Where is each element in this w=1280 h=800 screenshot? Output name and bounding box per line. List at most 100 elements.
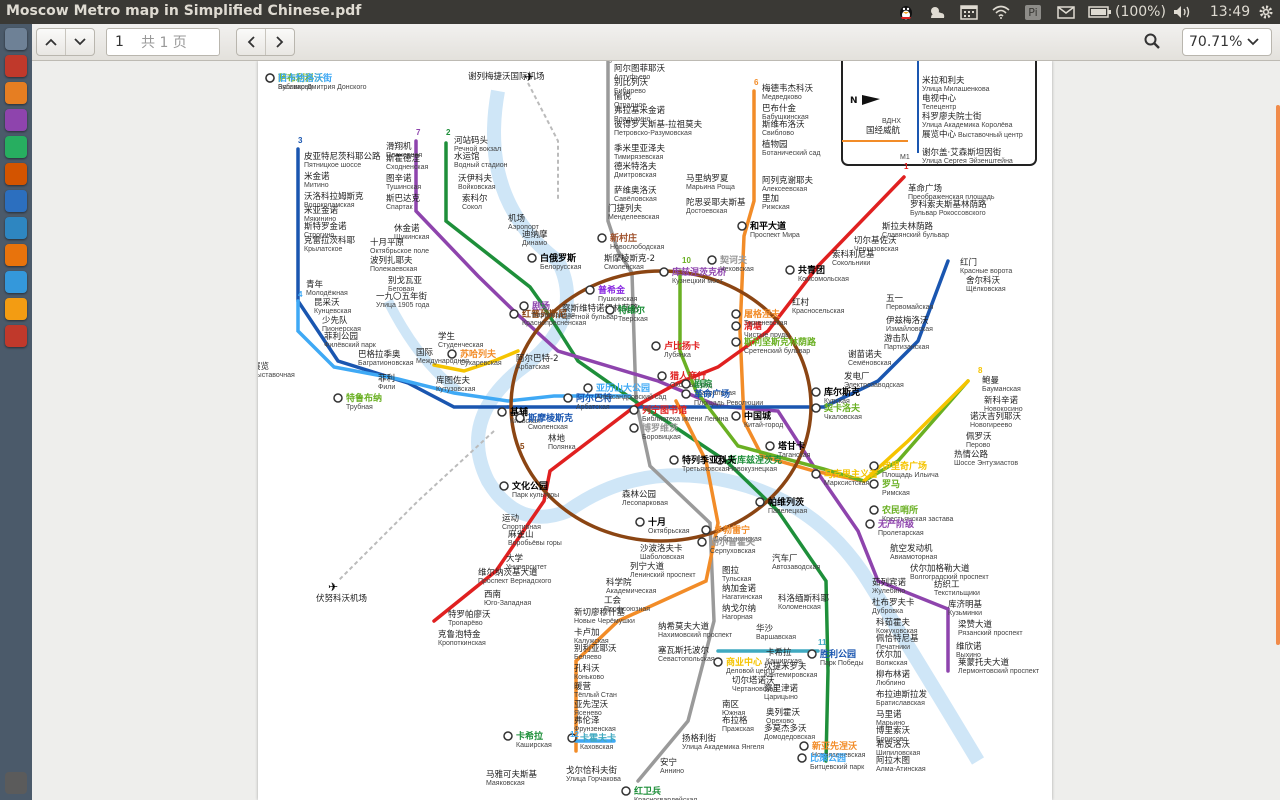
hub-marker: [755, 497, 765, 507]
station-name-ru: Университет: [506, 564, 548, 571]
station-name-ru: Люблино: [876, 679, 905, 687]
qq-app-icon[interactable]: [5, 217, 27, 239]
mail-icon[interactable]: [1054, 2, 1078, 22]
hub-marker: [629, 405, 639, 415]
trash-icon[interactable]: [5, 772, 27, 794]
station-name-ru: Мякинино: [304, 216, 336, 223]
hub-name-zh: 博罗维茨: [642, 422, 678, 434]
monitor-app-icon[interactable]: [5, 136, 27, 158]
firefox-icon[interactable]: [5, 244, 27, 266]
line-9-north: [606, 61, 634, 275]
station-name-ru: Менделеевская: [608, 214, 660, 221]
tools-app-icon[interactable]: [5, 163, 27, 185]
search-button[interactable]: [1138, 28, 1166, 54]
battery-indicator[interactable]: (100%): [1088, 2, 1166, 22]
hub-name-zh: 无产阶级: [877, 518, 915, 530]
clock[interactable]: 13:49: [1209, 4, 1251, 20]
station-name-zh: 卡希拉: [766, 647, 792, 658]
station-name-ru: Академическая: [606, 588, 657, 595]
hub-name-zh: 十月: [648, 516, 666, 528]
settings-gear-icon[interactable]: [1254, 2, 1278, 22]
previous-page-button[interactable]: [37, 29, 65, 55]
file-manager-icon[interactable]: [5, 55, 27, 77]
hub-name-ru: Александровский сад: [596, 393, 666, 401]
forward-button[interactable]: [265, 29, 294, 55]
hub-name-zh: 斯摩棱斯克: [528, 412, 573, 424]
back-button[interactable]: [237, 29, 265, 55]
station-name-zh: 索科利尼基: [832, 249, 875, 260]
station-name-ru: Профсоюзная: [604, 606, 650, 613]
chat-app-icon[interactable]: [5, 190, 27, 212]
page-number-field[interactable]: 1 共 1 页: [106, 28, 220, 56]
dash-home-icon[interactable]: [5, 28, 27, 50]
settings-app-icon[interactable]: [5, 109, 27, 131]
legend-station-list: 米拉和利夫 Улица Милашенкова 电视中心 Телецентр 科…: [922, 75, 1023, 165]
top-panel: Moscow Metro map in Simplified Chinese.p…: [0, 0, 1280, 24]
weather-icon[interactable]: [926, 2, 948, 22]
hub-name-ru: Новослободская: [610, 243, 664, 251]
station-name-ru: Дубровка: [872, 607, 903, 615]
station-name-ru: Аннино: [660, 768, 684, 775]
calendar-icon[interactable]: [958, 2, 980, 22]
station-name-ru: Тушинская: [386, 184, 421, 191]
butterfly-app-icon[interactable]: [5, 298, 27, 320]
station-name-ru: Коломенская: [778, 604, 821, 611]
hub-name-zh: 红普列斯尼: [522, 308, 567, 320]
terminal-app-icon[interactable]: [5, 271, 27, 293]
station-name-zh: 科茹霍夫: [876, 617, 911, 628]
station-name-zh: 革命广场: [908, 183, 942, 194]
software-center-icon[interactable]: [5, 82, 27, 104]
qq-penguin-icon[interactable]: [896, 2, 916, 22]
wifi-icon[interactable]: [990, 2, 1012, 22]
station-name-ru: Коньково: [574, 674, 604, 681]
hub-name-ru: Боровицкая: [642, 434, 681, 441]
station-name-ru: Рязанский проспект: [958, 629, 1023, 637]
hub-marker: [731, 411, 741, 421]
hub-marker: [567, 733, 577, 743]
hub-marker: [563, 393, 573, 403]
hub-name-zh: 卡霍夫卡: [580, 732, 616, 744]
document-viewer-icon[interactable]: [5, 325, 27, 347]
volume-icon[interactable]: [1172, 2, 1194, 22]
station-name-ru: Водный стадион: [454, 161, 508, 169]
zoom-select[interactable]: 70.71%: [1182, 28, 1272, 56]
page-number-value[interactable]: 1: [115, 34, 124, 50]
station-name-zh: 沙波洛夫卡: [640, 543, 683, 554]
station-name-ru: Алма-Атинская: [876, 766, 926, 773]
station-name-zh: 一九〇五年街: [376, 291, 428, 302]
station-name-ru: Новогиреево: [970, 422, 1012, 429]
station-name-zh: 纳戈尔纳: [722, 603, 756, 614]
legend-station-zh: 展览中心: [922, 129, 957, 140]
station-name-zh: 鲍曼: [982, 375, 1000, 386]
hub-name-ru: Краснопресненская: [522, 320, 586, 327]
document-view[interactable]: N ВДНХ 国经威航 M1 米拉和利夫 Улица Милашенкова 电…: [32, 61, 1280, 800]
vertical-scrollbar[interactable]: [1276, 105, 1280, 645]
station-name-zh: 索科尔: [462, 193, 488, 204]
hub-name-ru: Парк культуры: [512, 492, 559, 499]
hub-name-ru: Комсомольская: [798, 276, 849, 283]
station-name-zh: 察斯维特诺伊林荫路: [562, 303, 639, 314]
input-method-indicator[interactable]: Pi: [1022, 2, 1044, 22]
metro-lines: [296, 61, 970, 783]
next-page-button[interactable]: [65, 29, 94, 55]
station-name-ru: Красносельская: [792, 308, 845, 315]
